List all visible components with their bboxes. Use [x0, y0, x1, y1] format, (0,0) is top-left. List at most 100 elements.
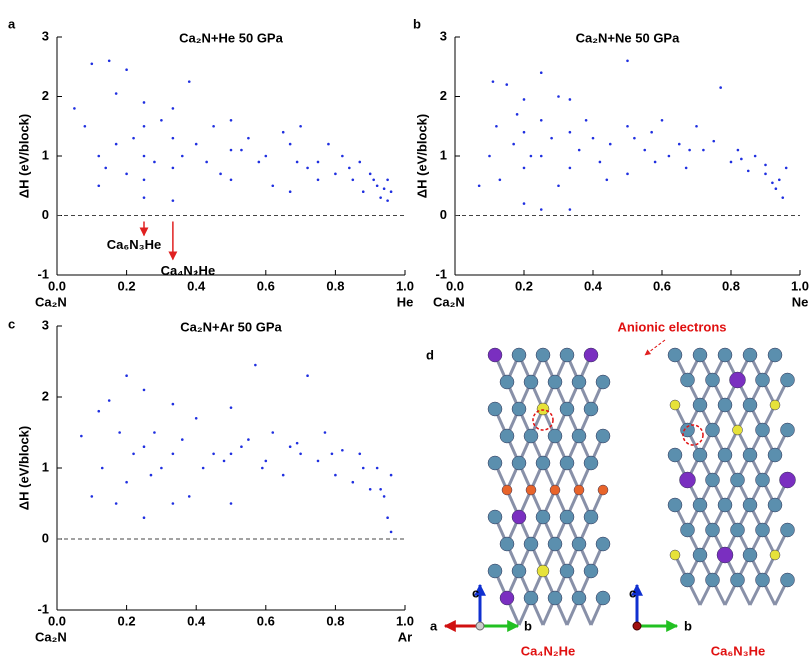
atom [511, 401, 527, 417]
data-point [171, 136, 175, 140]
atom [767, 497, 783, 513]
atom [547, 374, 563, 390]
x-tick-label: 0.6 [653, 278, 671, 293]
y-tick-label: 3 [42, 28, 49, 43]
x-end-label: He [397, 294, 414, 309]
atom [717, 447, 733, 463]
y-tick-label: 0 [42, 207, 49, 222]
data-point [505, 83, 509, 86]
data-point [358, 452, 362, 456]
data-point [306, 166, 309, 170]
atom [755, 522, 770, 538]
data-point [264, 459, 268, 463]
data-point [375, 184, 379, 188]
x-tick-label: 0.2 [515, 278, 533, 293]
atom [511, 509, 527, 525]
data-point [125, 68, 128, 72]
data-point [194, 417, 198, 420]
x-tick-label: 1.0 [396, 278, 414, 293]
atom [717, 397, 733, 413]
data-point [288, 445, 292, 449]
data-point [361, 190, 365, 193]
data-point [334, 473, 337, 477]
data-point [142, 124, 146, 128]
data-point [114, 92, 118, 95]
x-start-label: Ca₂N [35, 294, 67, 309]
atom [730, 472, 745, 488]
atom [595, 428, 611, 444]
data-point [522, 166, 526, 170]
x-start-label: Ca₂N [433, 294, 465, 309]
annotation-label: Ca₄N₂He [161, 263, 216, 278]
atom [780, 372, 795, 388]
y-tick-label: 2 [42, 388, 49, 403]
data-point [97, 184, 101, 188]
axis-letter: b [684, 618, 692, 633]
data-point [488, 154, 491, 158]
y-tick-label: -1 [435, 266, 447, 281]
data-point [695, 124, 698, 128]
atom [692, 397, 708, 413]
data-point [180, 438, 184, 441]
axis-letter: c [472, 585, 479, 600]
atom [487, 563, 503, 579]
crystal-structure [667, 347, 796, 606]
data-point [643, 148, 647, 152]
x-tick-label: 0.4 [584, 278, 603, 293]
data-point [512, 142, 515, 146]
atom [705, 522, 720, 538]
data-point [539, 71, 543, 74]
axis-letter: b [524, 618, 532, 633]
data-point [753, 154, 757, 158]
atom [767, 447, 783, 463]
data-point [171, 166, 175, 170]
highlight [532, 409, 554, 431]
atom [595, 374, 611, 390]
data-point [171, 452, 175, 456]
atom [716, 546, 734, 564]
data-point [327, 142, 330, 146]
atom [559, 347, 575, 363]
data-point [608, 142, 612, 146]
data-point [341, 448, 344, 452]
data-point [712, 139, 716, 143]
data-point [361, 466, 365, 470]
data-point [557, 95, 560, 98]
atom [730, 522, 745, 538]
data-point [281, 473, 285, 477]
data-point [316, 459, 320, 463]
atom [780, 422, 795, 438]
atom [571, 590, 587, 606]
data-point [160, 119, 163, 122]
annotation: Anionic electrons [617, 319, 726, 334]
data-point [219, 172, 222, 176]
data-point [522, 202, 526, 205]
data-point [389, 473, 393, 477]
data-point [653, 160, 657, 164]
atom [499, 536, 515, 552]
data-point [171, 502, 175, 505]
atom [583, 563, 599, 579]
data-point [240, 445, 243, 449]
atom [742, 547, 758, 563]
annotation-arrow [644, 339, 666, 356]
data-point [316, 160, 320, 164]
data-point [389, 530, 393, 534]
y-tick-label: 1 [440, 147, 447, 162]
data-point [114, 142, 118, 146]
atom [525, 484, 537, 496]
data-point [323, 431, 327, 434]
panel-letter: d [426, 347, 434, 362]
atom [487, 455, 503, 471]
atom [742, 347, 758, 363]
data-point [271, 184, 275, 188]
data-point [97, 154, 101, 158]
panel-letter: b [413, 16, 421, 31]
data-point [201, 466, 205, 470]
data-point [771, 181, 774, 185]
data-point [330, 452, 334, 456]
atom [705, 372, 720, 388]
x-tick-label: 0.4 [187, 278, 206, 293]
atom [536, 564, 550, 578]
atom [680, 572, 695, 588]
